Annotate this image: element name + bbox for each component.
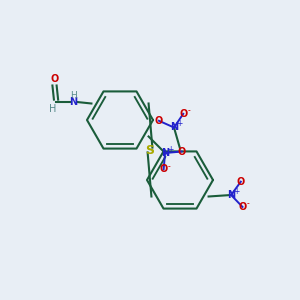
Text: -: - (247, 200, 249, 208)
Text: +: + (176, 119, 183, 128)
Text: -: - (187, 106, 190, 115)
Text: O: O (177, 147, 186, 157)
Text: +: + (167, 145, 174, 154)
Text: H: H (49, 103, 56, 114)
Text: O: O (155, 116, 163, 126)
Text: O: O (238, 202, 247, 212)
Text: N: N (161, 148, 169, 158)
Text: H: H (70, 91, 77, 100)
Text: N: N (170, 122, 178, 133)
Text: O: O (179, 109, 188, 119)
Text: O: O (160, 164, 168, 174)
Text: -: - (168, 162, 170, 171)
Text: +: + (233, 187, 240, 196)
Text: O: O (50, 74, 58, 85)
Text: S: S (146, 143, 154, 157)
Text: O: O (237, 177, 245, 187)
Text: N: N (69, 97, 77, 107)
Text: N: N (227, 190, 235, 200)
